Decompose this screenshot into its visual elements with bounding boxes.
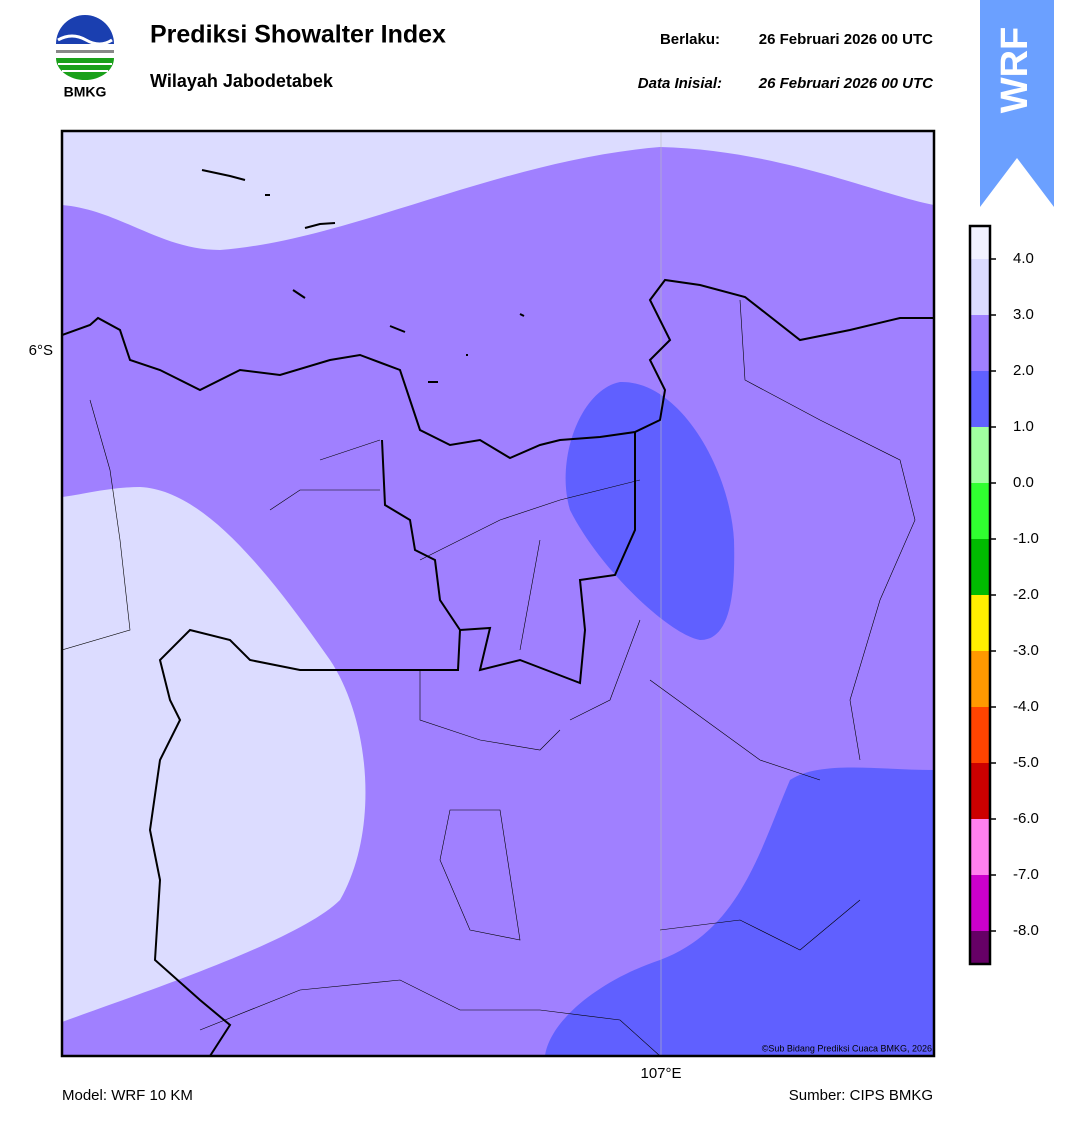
colorbar-tick-label: 4.0 (1013, 250, 1034, 267)
colorbar-segment (970, 259, 990, 315)
badge-shape (980, 0, 1054, 207)
colorbar-segment (970, 315, 990, 371)
colorbar-tick-label: -5.0 (1013, 754, 1039, 771)
colorbar-tick-label: -6.0 (1013, 810, 1039, 827)
map-frame (60, 129, 936, 1058)
jakarta-border (459, 432, 636, 685)
valid-label: Berlaku: (660, 31, 720, 48)
footer-source: Sumber: CIPS BMKG (789, 1087, 933, 1104)
coastline (62, 278, 934, 460)
colorbar-segment (970, 427, 990, 483)
title: Prediksi Showalter Index (150, 21, 446, 49)
colorbar-tick-label: -2.0 (1013, 586, 1039, 603)
credit: ©Sub Bidang Prediksi Cuaca BMKG, 2026 (762, 1043, 932, 1053)
colorbar-segment (970, 819, 990, 875)
colorbar-tick-label: -4.0 (1013, 698, 1039, 715)
colorbar-tick-label: -8.0 (1013, 922, 1039, 939)
colorbar-segment (970, 875, 990, 931)
lon-label: 107°E (640, 1065, 681, 1082)
field-blue-north (565, 381, 735, 640)
badge-text: WRF (994, 27, 1036, 114)
colorbar-tick-label: 0.0 (1013, 474, 1034, 491)
colorbar-segment (970, 483, 990, 539)
colorbar-segment (970, 371, 990, 427)
footer-model: Model: WRF 10 KM (62, 1087, 193, 1104)
subtitle: Wilayah Jabodetabek (150, 71, 334, 91)
valid-time: 26 Februari 2026 00 UTC (759, 31, 933, 48)
colorbar-tick-label: -3.0 (1013, 642, 1039, 659)
colorbar-segment (970, 539, 990, 595)
colorbar-segment (970, 707, 990, 763)
colorbar: 4.0 3.0 2.0 1.0 0.0 -1.0 -2.0 -3.0 -4.0 -5.0 -6.0 -… (968, 224, 1039, 966)
colorbar-tick-label: -7.0 (1013, 866, 1039, 883)
colorbar-segment (970, 763, 990, 819)
islands (201, 169, 525, 383)
province-border (148, 439, 462, 1056)
colorbar-segment (970, 651, 990, 707)
lat-label: 6°S (29, 342, 53, 359)
init-time: 26 Februari 2026 00 UTC (758, 75, 934, 92)
colorbar-segment (970, 931, 990, 964)
colorbar-tick-label: 2.0 (1013, 362, 1034, 379)
init-label: Data Inisial: (638, 75, 722, 92)
field-blue-south (545, 767, 934, 1056)
district-borders (62, 299, 916, 1056)
colorbar-tick-label: 3.0 (1013, 306, 1034, 323)
colorbar-segment (970, 595, 990, 651)
colorbar-tick-label: -1.0 (1013, 530, 1039, 547)
logo: BMKG (56, 15, 114, 100)
logo-text: BMKG (64, 84, 107, 100)
map: 6°S 107°E ©Sub Bidang Prediksi Cuaca BMK… (29, 129, 936, 1082)
colorbar-tick-label: 1.0 (1013, 418, 1034, 435)
colorbar-segment (970, 226, 990, 259)
